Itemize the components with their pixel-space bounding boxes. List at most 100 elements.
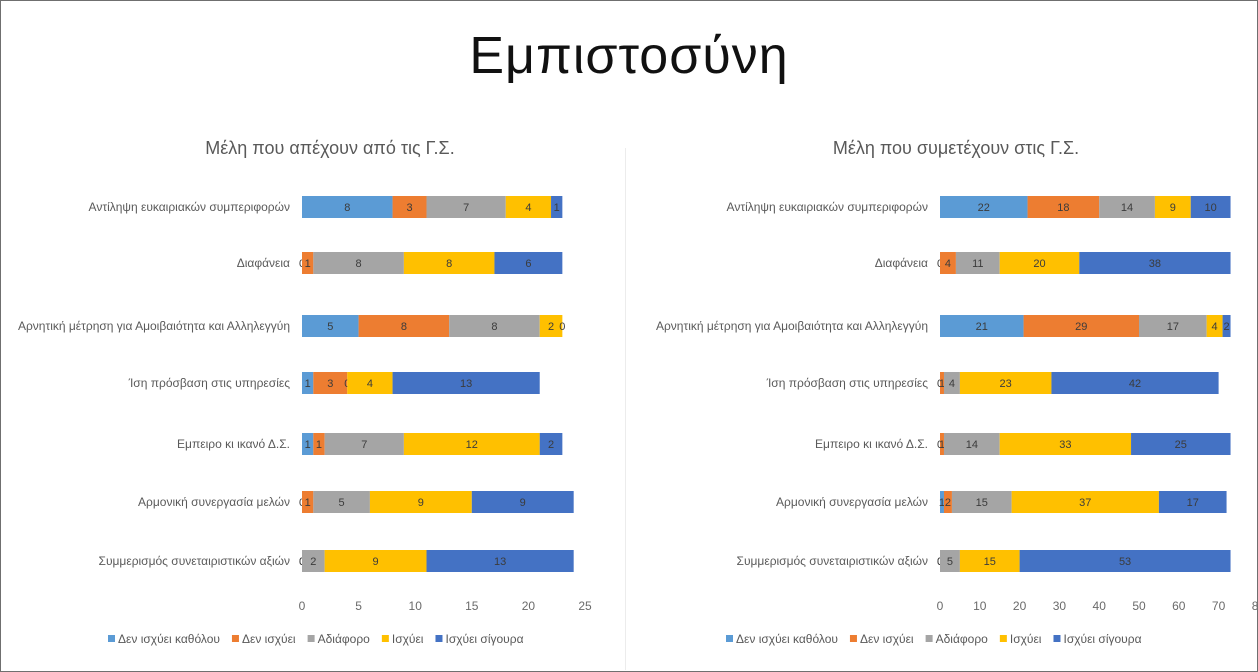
bar-value-label: 37 (1079, 497, 1091, 509)
bar-value-label: 6 (525, 258, 531, 270)
x-tick-label: 20 (1013, 599, 1027, 613)
bar-value-label: 20 (1033, 258, 1045, 270)
bar-value-label: 15 (976, 497, 988, 509)
bar-value-label: 38 (1149, 258, 1161, 270)
x-tick-label: 30 (1053, 599, 1067, 613)
bar-segment (943, 433, 1000, 455)
category-label: Εμπειρο κι ικανό Δ.Σ. (177, 437, 290, 451)
category-label: Εμπειρο κι ικανό Δ.Σ. (815, 437, 928, 451)
bar-segment (426, 196, 506, 218)
legend-swatch (1053, 635, 1061, 642)
bar-segment (1206, 315, 1223, 337)
bar-segment (1011, 491, 1159, 513)
bar-segment (940, 196, 1028, 218)
legend-label: Δεν ισχύει (242, 632, 296, 646)
chart-abstaining-members: Μέλη που απέχουν από τις Γ.Σ. Αντίληψη ευ… (18, 138, 592, 646)
bar-segment (943, 491, 952, 513)
legend-swatch (381, 635, 389, 642)
bar-segment (358, 315, 450, 337)
bar-segment (940, 550, 960, 572)
legend-label: Ισχύει (392, 632, 424, 646)
legend-label: Αδιάφορο (318, 632, 371, 646)
legend-label: Ισχύει (1010, 632, 1042, 646)
bar-value-label: 4 (367, 378, 373, 390)
bar-segment (313, 372, 348, 394)
x-tick-label: 40 (1093, 599, 1107, 613)
bar-value-label: 4 (1212, 321, 1218, 333)
bar-value-label: 9 (418, 497, 424, 509)
category-label: Αντίληψη ευκαιριακών συμπεριφορών (727, 200, 928, 214)
x-tick-label: 20 (522, 599, 536, 613)
bar-segment (539, 433, 563, 455)
chart-title: Μέλη που απέχουν από τις Γ.Σ. (205, 138, 454, 158)
x-tick-label: 10 (409, 599, 423, 613)
bar-value-label: 5 (327, 321, 333, 333)
bar-value-label: 1 (305, 439, 311, 451)
bar-value-label: 2 (945, 497, 951, 509)
bar-value-label: 11 (972, 258, 983, 270)
bar-value-label: 2 (310, 556, 316, 568)
chart-title: Μέλη που συμετέχουν στις Γ.Σ. (833, 138, 1079, 158)
bar-segment (392, 372, 540, 394)
bar-segment (1154, 196, 1191, 218)
bar-segment (940, 433, 944, 455)
bar-segment (449, 315, 540, 337)
bar-segment (403, 433, 540, 455)
bar-value-label: 1 (939, 439, 945, 451)
bar-value-label: 1 (554, 202, 560, 214)
bar-value-label: 9 (373, 556, 379, 568)
page-title: Εμπιστοσύνη (469, 27, 789, 85)
x-tick-label: 25 (578, 599, 592, 613)
bar-segment (302, 196, 393, 218)
bar-segment (313, 433, 325, 455)
bar-value-label: 14 (1121, 202, 1133, 214)
legend-swatch (231, 635, 239, 642)
bar-segment (302, 433, 314, 455)
category-label: Αντίληψη ευκαιριακών συμπεριφορών (89, 200, 290, 214)
bar-segment (324, 433, 404, 455)
bar-value-label: 4 (945, 258, 951, 270)
bar-segment (347, 372, 393, 394)
bar-value-label: 10 (1205, 202, 1217, 214)
bar-segment (1079, 252, 1231, 274)
bar-segment (1019, 550, 1231, 572)
category-label: Αρνητική μέτρηση για Αμοιβαιότητα και Αλ… (18, 319, 290, 333)
bar-segment (999, 433, 1132, 455)
bar-segment (302, 372, 314, 394)
bar-value-label: 1 (939, 378, 945, 390)
bar-segment (302, 491, 314, 513)
bar-segment (999, 252, 1080, 274)
category-label: Συμμερισμός συνεταιριστικών αξιών (737, 554, 928, 568)
bar-value-label: 9 (520, 497, 526, 509)
bar-value-label: 2 (548, 321, 554, 333)
bar-value-label: 2 (548, 439, 554, 451)
bar-value-label: 5 (339, 497, 345, 509)
x-tick-label: 10 (973, 599, 987, 613)
category-label: Αρνητική μέτρηση για Αμοιβαιότητα και Αλ… (656, 319, 928, 333)
bar-segment (1139, 315, 1207, 337)
legend-label: Αδιάφορο (936, 632, 989, 646)
bar-value-label: 7 (463, 202, 469, 214)
bar-segment (302, 315, 359, 337)
bar-segment (302, 550, 325, 572)
legend-swatch (849, 635, 857, 642)
bar-segment (1099, 196, 1155, 218)
bar-segment (426, 550, 574, 572)
bar-value-label: 29 (1075, 321, 1087, 333)
bar-segment (1158, 491, 1227, 513)
bar-segment (551, 196, 563, 218)
bar-value-label: 53 (1119, 556, 1131, 568)
bar-segment (940, 372, 944, 394)
category-label: Αρμονική συνεργασία μελών (776, 495, 928, 509)
bar-segment (313, 491, 370, 513)
bar-value-label: 13 (494, 556, 506, 568)
bar-value-label: 1 (305, 258, 311, 270)
bar-segment (955, 252, 1000, 274)
bar-value-label: 8 (491, 321, 497, 333)
bar-segment (324, 550, 427, 572)
bar-segment (959, 550, 1020, 572)
category-label: Ίση πρόσβαση στις υπηρεσίες (128, 376, 291, 390)
x-tick-label: 70 (1212, 599, 1226, 613)
bar-segment (392, 196, 427, 218)
category-label: Ίση πρόσβαση στις υπηρεσίες (766, 376, 929, 390)
